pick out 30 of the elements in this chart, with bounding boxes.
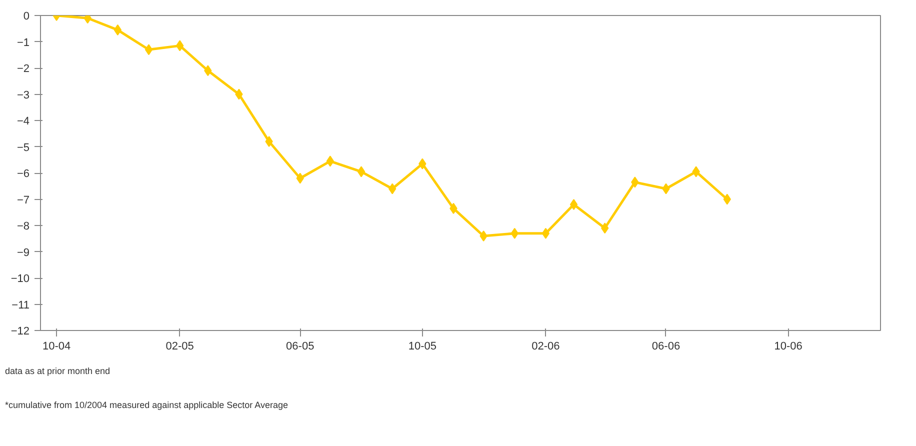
point [357,166,366,178]
text: data as at prior month end [5,365,110,378]
x-tick-label: 02-05 [166,340,194,352]
y-tick-label: −2 [16,63,30,75]
y-tick-label: −1 [16,36,30,49]
y-tick-label: −4 [16,116,30,128]
y-tick-label: −9 [16,246,30,259]
y-tick-label: 0 [23,10,30,22]
y-tick-label: −10 [10,273,30,285]
y-tick-label: −7 [16,194,30,206]
x-tick-label: 10-04 [42,340,71,352]
text: *cumulative from 10/2004 measured against applicable Sector Average [5,399,288,412]
point [570,199,578,210]
x-tick-label: 06-05 [286,340,314,352]
x-tick-label: 10-05 [408,340,436,352]
point [326,156,334,167]
point [480,230,488,242]
x-tick-label: 02-06 [532,340,560,352]
y-tick-label: −3 [16,89,30,102]
point [144,44,153,56]
point [114,24,122,36]
x-tick-label: 06-06 [652,340,680,352]
y-tick-label: −12 [10,326,30,338]
point [265,136,273,147]
point [542,228,550,239]
y-tick-label: −11 [12,299,30,312]
y-tick-label: −5 [16,142,30,154]
y-tick-label: −8 [16,220,30,232]
y-tick-label: −6 [16,168,30,180]
x-tick-label: 10-06 [774,340,802,352]
